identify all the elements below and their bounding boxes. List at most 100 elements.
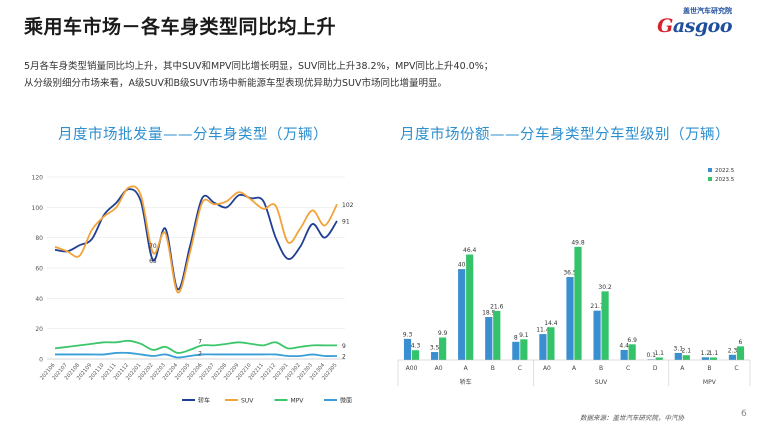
bar-2022.5 <box>620 350 628 360</box>
bar-2023.5 <box>709 357 717 360</box>
description: 5月各车身类型销量同比均上升，其中SUV和MPV同比增长明显，SUV同比上升38… <box>24 58 493 92</box>
bar-value-label: 9.1 <box>519 332 529 339</box>
bar-2023.5 <box>466 254 474 360</box>
bar-2023.5 <box>439 337 447 360</box>
category-label: A00 <box>406 365 418 372</box>
bar-2022.5 <box>566 277 574 360</box>
group-label: MPV <box>703 379 717 386</box>
category-label: B <box>599 365 603 372</box>
category-label: C <box>518 365 522 372</box>
legend-label: 2022.5 <box>715 168 735 174</box>
data-label: 7 <box>198 338 202 345</box>
bar-2023.5 <box>547 327 555 360</box>
bar-value-label: 1.1 <box>709 350 719 357</box>
category-label: B <box>707 365 711 372</box>
y-tick-label: 120 <box>32 175 44 182</box>
group-label: 轿车 <box>460 378 472 386</box>
data-label: 2 <box>198 350 202 357</box>
gasgoo-logo: 盖世汽车研究院 Gasgoo <box>657 6 732 42</box>
bar-2023.5 <box>628 344 636 360</box>
category-label: D <box>653 365 658 372</box>
bar-2023.5 <box>411 350 420 360</box>
description-line-2: 从分级别细分市场来看，A级SUV和B级SUV市场中新能源车型表现优异助力SUV市… <box>24 78 447 89</box>
bar-value-label: 30.2 <box>598 284 612 291</box>
data-label: 70 <box>149 243 157 250</box>
category-label: C <box>734 365 738 372</box>
bar-value-label: 2.3 <box>728 347 738 354</box>
y-tick-label: 40 <box>35 296 43 303</box>
bar-value-label: 3.1 <box>674 345 684 352</box>
bar-value-label: 11.4 <box>536 327 550 334</box>
bar-value-label: 0.1 <box>646 352 656 359</box>
category-label: A0 <box>435 365 443 372</box>
bar-2022.5 <box>539 334 547 360</box>
bar-chart-title: 月度市场份额——分车身类型分车型级别（万辆） <box>400 127 730 143</box>
bar-value-label: 6 <box>739 339 743 346</box>
bar-2022.5 <box>431 352 439 360</box>
category-label: A <box>680 365 685 372</box>
bar-2023.5 <box>682 355 690 360</box>
y-tick-label: 60 <box>35 266 43 273</box>
category-label: C <box>626 365 630 372</box>
bar-value-label: 21.7 <box>590 303 604 310</box>
legend-label: MPV <box>291 397 305 404</box>
bar-value-label: 14.4 <box>544 320 558 327</box>
bar-2023.5 <box>574 246 582 360</box>
category-label: A <box>572 365 577 372</box>
bar-value-label: 1.1 <box>654 350 664 357</box>
series-line-SUV <box>54 185 338 294</box>
bar-2022.5 <box>458 269 466 360</box>
page-title: 乘用车市场－各车身类型同比均上升 <box>24 16 337 38</box>
y-tick-label: 20 <box>35 326 43 333</box>
bar-value-label: 2.1 <box>682 348 692 355</box>
bar-value-label: 36.5 <box>563 270 577 277</box>
y-tick-label: 0 <box>39 357 43 364</box>
bar-value-label: 3.5 <box>430 345 440 352</box>
bar-value-label: 9.3 <box>403 331 413 338</box>
legend-swatch <box>708 177 712 181</box>
legend-label: 2023.5 <box>715 177 735 183</box>
data-label: 65 <box>149 258 157 265</box>
data-source: 数据来源：盖世汽车研究院，中汽协 <box>580 414 684 422</box>
bar-value-label: 40 <box>458 262 466 269</box>
logo-chinese-text: 盖世汽车研究院 <box>683 7 732 15</box>
bar-value-label: 1.2 <box>701 350 711 357</box>
page-number: 6 <box>741 409 747 419</box>
bar-value-label: 49.8 <box>571 239 585 246</box>
data-label: 91 <box>342 218 350 225</box>
data-label: 2 <box>342 353 346 360</box>
y-tick-label: 80 <box>35 235 43 242</box>
bar-2023.5 <box>655 357 663 360</box>
bar-value-label: 4.4 <box>619 343 629 350</box>
bar-chart: 9.3 4.3 A00 3.5 9.9 A0 40 46.4 A 18.921.6 B 8 9.1 C 11… <box>397 168 751 386</box>
category-label: A <box>464 365 469 372</box>
data-label: 102 <box>342 202 354 209</box>
bar-2022.5 <box>485 317 493 360</box>
bar-2023.5 <box>493 310 501 360</box>
bar-value-label: 18.9 <box>482 310 496 317</box>
bar-2023.5 <box>601 291 609 360</box>
bar-2022.5 <box>512 341 520 360</box>
bar-value-label: 21.6 <box>490 303 504 310</box>
bar-2022.5 <box>403 338 412 360</box>
legend-label: 轿车 <box>198 396 210 404</box>
category-label: B <box>491 365 495 372</box>
bar-value-label: 6.9 <box>627 337 637 344</box>
bar-2022.5 <box>728 354 737 360</box>
legend-swatch <box>708 168 712 172</box>
description-line-1: 5月各车身类型销量同比均上升，其中SUV和MPV同比增长明显，SUV同比上升38… <box>24 61 494 72</box>
line-chart-title: 月度市场批发量——分车身类型（万辆） <box>58 127 328 143</box>
bar-value-label: 46.4 <box>463 247 477 254</box>
series-line-微面 <box>55 351 338 359</box>
series-line-MPV <box>54 339 337 354</box>
legend-label: 微面 <box>340 396 352 404</box>
logo-wordmark: Gasgoo <box>657 15 732 37</box>
category-label: A0 <box>543 365 551 372</box>
line-chart: 0204060801001202021062021072021082021092… <box>32 175 354 405</box>
bar-value-label: 8 <box>514 334 518 341</box>
legend-label: SUV <box>241 397 254 404</box>
bar-2023.5 <box>736 346 745 360</box>
bar-value-label: 9.9 <box>438 330 448 337</box>
group-label: SUV <box>595 379 608 386</box>
